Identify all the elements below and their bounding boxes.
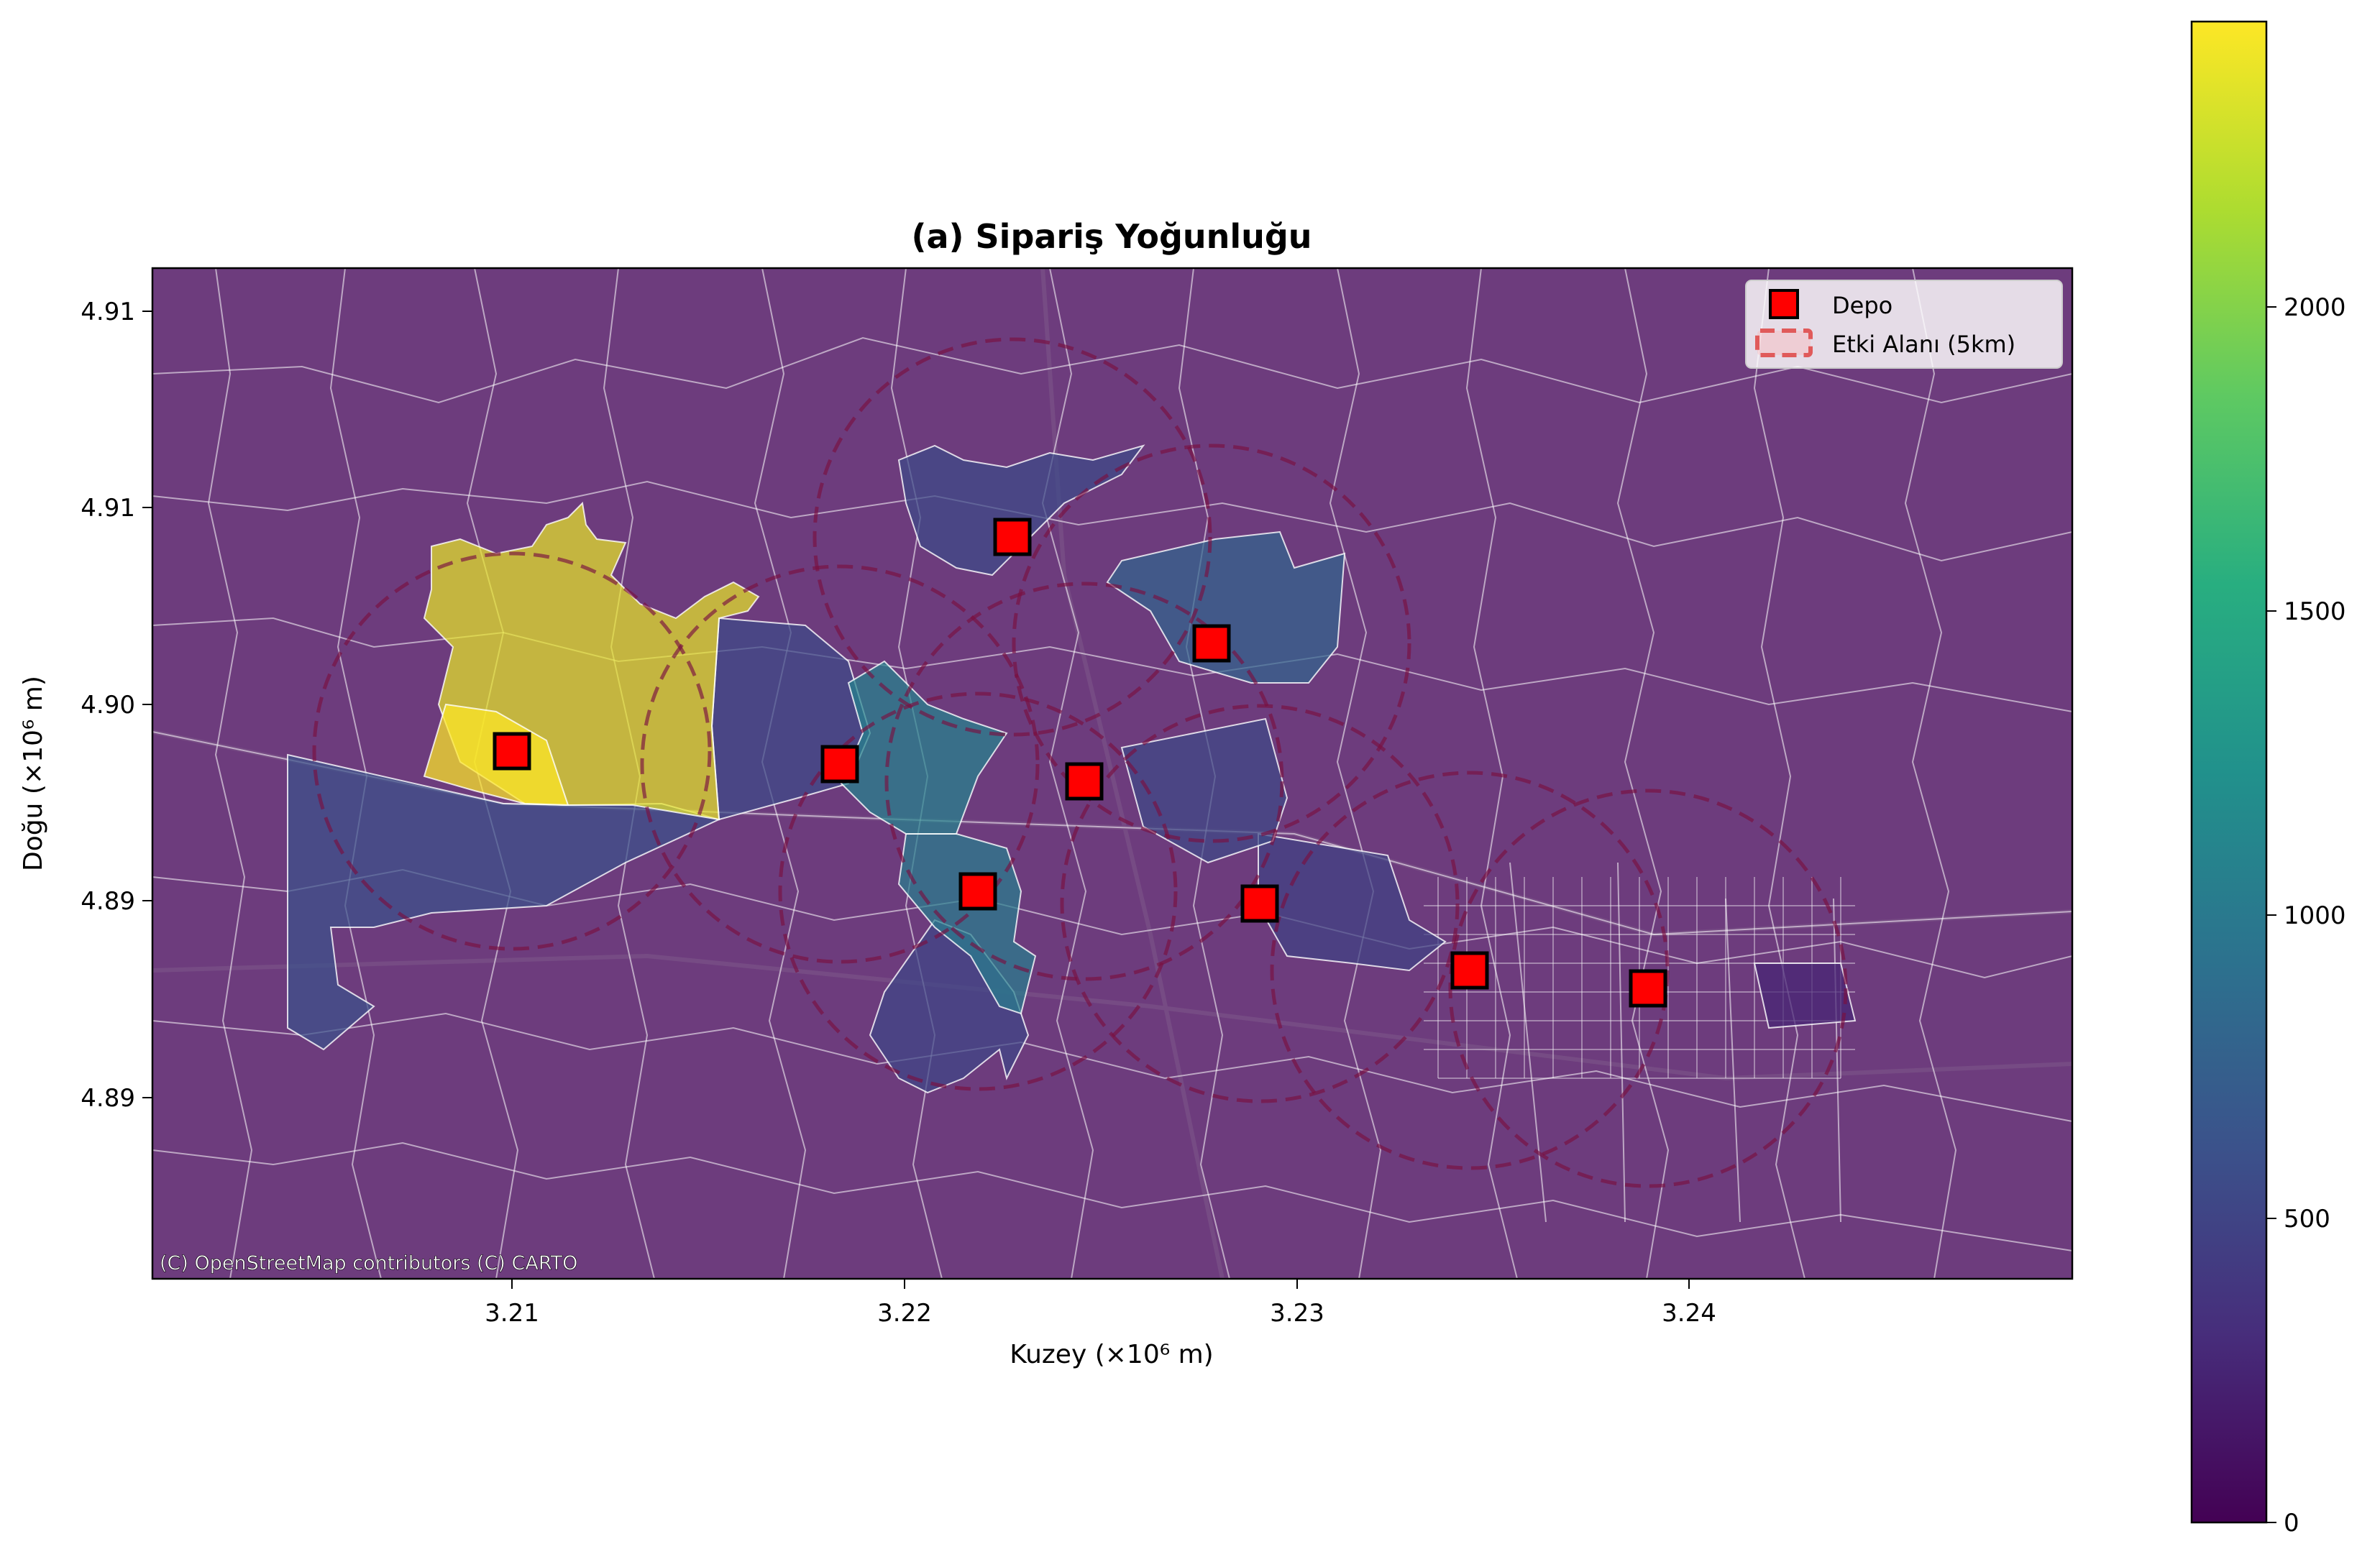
depot-marker-4[interactable] [1192, 624, 1231, 663]
influence-circle-1 [312, 551, 712, 951]
influence-circle-2 [640, 564, 1040, 964]
y-tick-label: 4.91 [81, 298, 135, 326]
influence-circle-6 [778, 692, 1178, 1091]
depot-marker-3[interactable] [993, 518, 1032, 556]
influence-circle-7 [1060, 704, 1460, 1103]
colorbar: 0 500 1000 1500 2000 [2190, 20, 2346, 1538]
depot-marker-5[interactable] [1065, 762, 1104, 801]
legend-influence-label: Etki Alanı (5km) [1832, 331, 2015, 358]
x-tick-label: 3.22 [877, 1299, 932, 1328]
legend-box [1745, 280, 2063, 369]
influence-circles [312, 337, 1848, 1188]
x-tick-label: 3.23 [1270, 1299, 1324, 1328]
influence-circle-8 [1270, 771, 1670, 1170]
influence-circle-3 [813, 337, 1212, 737]
region-city-east[interactable] [1753, 963, 1857, 1029]
y-axis-label: Doğu (×10⁶ m) [19, 676, 48, 871]
map-attribution: (C) OpenStreetMap contributors (C) CARTO [160, 1252, 577, 1274]
depot-marker-9[interactable] [1629, 969, 1667, 1008]
x-tick-label: 3.21 [485, 1299, 539, 1328]
colorbar-tick-label: 0 [2284, 1509, 2299, 1538]
influence-circle-9 [1448, 789, 1848, 1188]
depots [493, 518, 1667, 1008]
y-tick-label: 4.89 [81, 1084, 135, 1113]
x-axis: 3.21 3.22 3.23 3.24 Kuzey (×10⁶ m) [485, 1279, 1716, 1369]
influence-circle-4 [1012, 444, 1411, 843]
y-tick-label: 4.89 [81, 887, 135, 916]
colorbar-tick-label: 1500 [2284, 597, 2346, 626]
colorbar-tick-label: 500 [2284, 1205, 2330, 1233]
colorbar-tick-label: 1000 [2284, 901, 2346, 930]
colorbar-gradient [2190, 20, 2268, 1524]
influence-circle-5 [884, 582, 1284, 981]
colorbar-ticks: 0 500 1000 1500 2000 [2266, 293, 2346, 1538]
x-tick-label: 3.24 [1662, 1299, 1716, 1328]
legend-influence-marker [1755, 329, 1813, 357]
depot-marker-7[interactable] [1240, 884, 1279, 923]
region-north-east-area[interactable] [1106, 530, 1346, 684]
region-centre-south[interactable] [897, 833, 1037, 1015]
map-area[interactable]: (C) OpenStreetMap contributors (C) CARTO [152, 268, 2072, 1279]
y-tick-label: 4.90 [81, 691, 135, 720]
chart-title: (a) Sipariş Yoğunluğu [911, 217, 1312, 256]
legend-depot-marker [1769, 289, 1799, 319]
y-tick-label: 4.91 [81, 494, 135, 523]
colorbar-tick-label: 2000 [2284, 293, 2346, 322]
depot-marker-1[interactable] [493, 732, 531, 771]
legend: Depo Etki Alanı (5km) [1745, 280, 2063, 369]
x-axis-label: Kuzey (×10⁶ m) [1010, 1340, 1213, 1369]
y-axis: 4.91 4.91 4.90 4.89 4.89 Doğu (×10⁶ m) [19, 298, 152, 1113]
depot-marker-8[interactable] [1450, 951, 1489, 990]
legend-depot-label: Depo [1832, 292, 1892, 319]
depot-marker-6[interactable] [958, 872, 997, 911]
region-north-area[interactable] [897, 444, 1145, 576]
depot-marker-2[interactable] [820, 745, 859, 784]
axes-frame [151, 267, 2074, 1280]
